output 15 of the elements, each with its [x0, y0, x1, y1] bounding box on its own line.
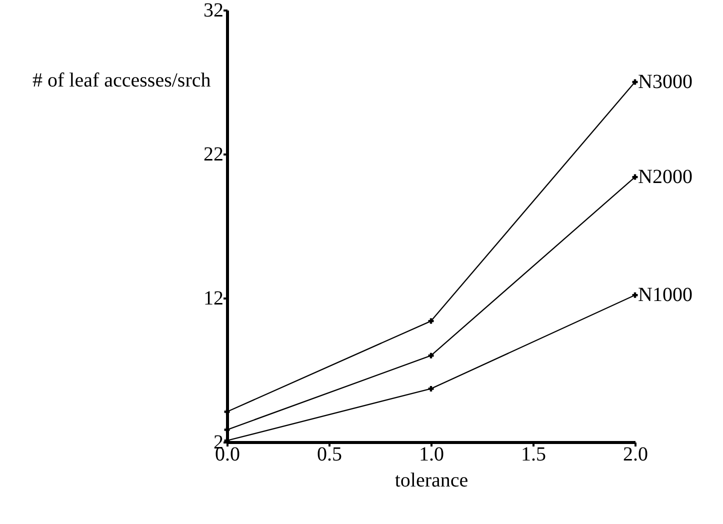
y-axis-title: # of leaf accesses/srch: [32, 70, 211, 92]
y-tick-label: 12: [204, 288, 224, 310]
x-axis-title: tolerance: [394, 470, 468, 492]
series-label: N2000: [638, 166, 692, 188]
x-tick-label: 1.5: [521, 444, 546, 466]
y-tick-label: 22: [204, 144, 224, 166]
point: [428, 386, 434, 392]
x-tick-label: 0.5: [317, 444, 342, 466]
series-label: N3000: [638, 71, 692, 93]
point: [224, 427, 230, 432]
y-tick-label: 32: [204, 0, 224, 22]
point: [224, 409, 230, 414]
series-label: N1000: [638, 284, 692, 306]
x-tick-label: 2.0: [623, 444, 648, 466]
x-tick-label: 1.0: [419, 444, 444, 466]
